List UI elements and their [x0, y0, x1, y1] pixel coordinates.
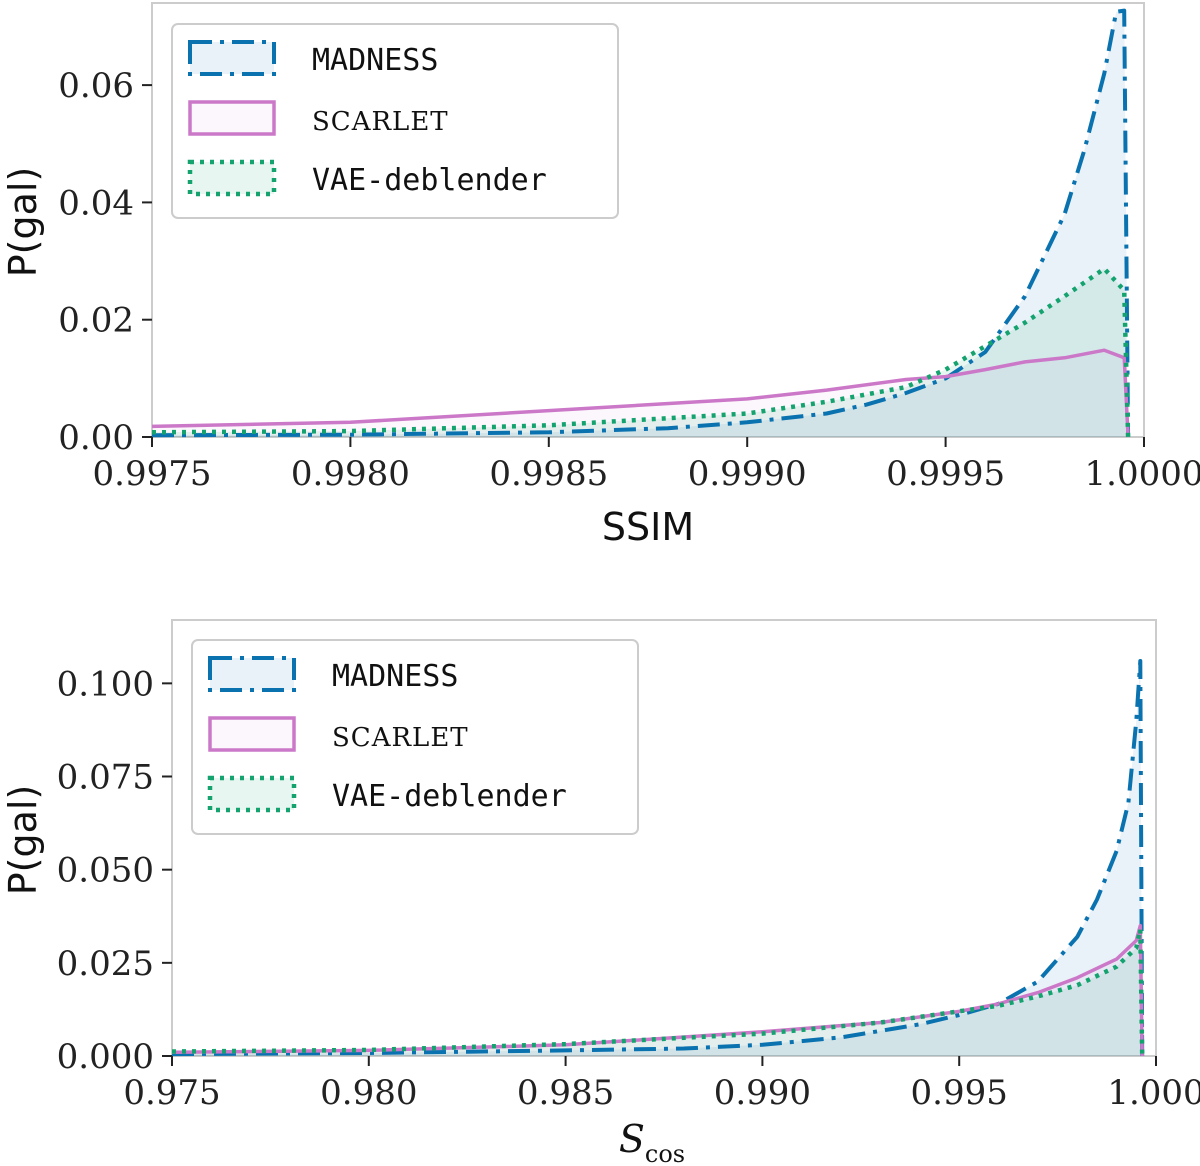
x-tick-label: 1.0000 [1085, 454, 1200, 494]
y-axis: 0.000 0.025 0.050 0.075 0.100 [57, 664, 172, 1077]
legend: MADNESS SCARLET VAE-deblender [191, 639, 639, 835]
x-axis: 0.9975 0.9980 0.9985 0.9990 0.9995 1.0000 [93, 437, 1200, 494]
x-tick-label: 0.9995 [886, 454, 1005, 494]
x-tick-label: 0.985 [517, 1073, 614, 1113]
x-tick-label: 0.9985 [489, 454, 608, 494]
y-tick-label: 0.06 [58, 66, 134, 106]
y-axis-title: P(gal) [1, 785, 45, 896]
y-axis: 0.00 0.02 0.04 0.06 [58, 66, 152, 458]
x-tick-label: 0.9990 [688, 454, 807, 494]
x-tick-label: 1.000 [1107, 1073, 1200, 1113]
x-tick-label: 0.9980 [291, 454, 410, 494]
x-tick-label: 0.975 [123, 1073, 220, 1113]
legend: MADNESS SCARLET VAE-deblender [171, 23, 619, 219]
legend-box [191, 639, 639, 835]
x-axis-title: SSIM [602, 505, 694, 549]
y-tick-label: 0.00 [58, 418, 134, 458]
area-scarlet [172, 925, 1143, 1056]
area-vae [152, 268, 1129, 437]
y-axis-title: P(gal) [1, 167, 45, 278]
x-axis: 0.975 0.980 0.985 0.990 0.995 1.000 [123, 1056, 1200, 1113]
line-scarlet [151, 348, 1130, 438]
x-axis-title-sub: cos [645, 1140, 685, 1166]
legend-label-scarlet: SCARLET [332, 723, 469, 753]
area-vae [172, 929, 1143, 1056]
area-madness [152, 10, 1129, 437]
x-tick-label: 0.990 [714, 1073, 811, 1113]
series-fills [152, 10, 1129, 437]
x-tick-label: 0.980 [320, 1073, 417, 1113]
legend-label-vae: VAE-deblender [312, 163, 547, 198]
x-tick-label: 0.9975 [93, 454, 212, 494]
legend-swatch-madness [188, 40, 276, 76]
y-tick-label: 0.025 [57, 944, 154, 984]
y-tick-label: 0.100 [57, 664, 154, 704]
y-tick-label: 0.02 [58, 301, 134, 341]
area-madness [172, 661, 1143, 1056]
legend-swatch-scarlet [208, 716, 296, 752]
series-lines [171, 659, 1145, 1057]
y-tick-label: 0.075 [57, 758, 154, 798]
scos-chart: 0.975 0.980 0.985 0.990 0.995 1.000 0.000 0.02… [1, 619, 1200, 1166]
legend-swatch-vae [207, 775, 297, 813]
series-lines [151, 8, 1131, 438]
legend-swatch-vae [187, 159, 277, 197]
y-tick-label: 0.04 [58, 183, 134, 223]
x-tick-label: 0.995 [911, 1073, 1008, 1113]
series-fills [172, 661, 1143, 1056]
legend-label-madness: MADNESS [312, 43, 438, 78]
legend-box [171, 23, 619, 219]
legend-label-vae: VAE-deblender [332, 779, 567, 814]
line-madness [151, 8, 1131, 438]
legend-swatch-madness [208, 656, 296, 692]
legend-label-madness: MADNESS [332, 659, 458, 694]
area-scarlet [152, 350, 1129, 437]
x-axis-title: Scos [619, 1117, 685, 1166]
y-tick-label: 0.050 [57, 851, 154, 891]
y-tick-label: 0.000 [57, 1037, 154, 1077]
ssim-chart: 0.9975 0.9980 0.9985 0.9990 0.9995 1.0000 0.0… [1, 2, 1200, 549]
legend-swatch-scarlet [188, 100, 276, 136]
line-vae [171, 927, 1145, 1057]
x-axis-title-main: S [619, 1117, 645, 1161]
legend-label-scarlet: SCARLET [312, 107, 449, 137]
